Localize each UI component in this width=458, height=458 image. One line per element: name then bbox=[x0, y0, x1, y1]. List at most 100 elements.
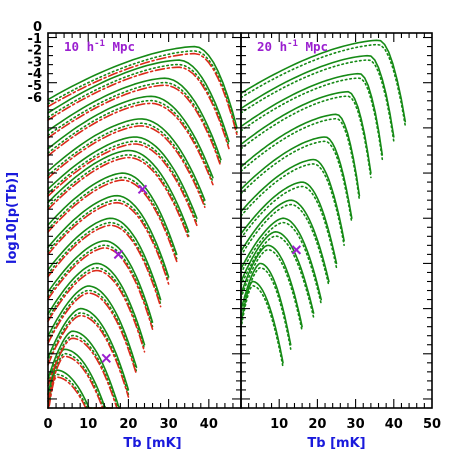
series-line bbox=[47, 143, 198, 227]
data-marker bbox=[291, 245, 302, 255]
y-tick-label: -3 bbox=[28, 55, 42, 70]
series-line bbox=[47, 45, 238, 129]
series-line bbox=[47, 244, 154, 328]
series-line bbox=[240, 54, 395, 138]
series-line bbox=[47, 156, 190, 240]
series-line bbox=[240, 95, 372, 179]
x-axis-title-right: Tb [mK] bbox=[307, 436, 365, 451]
series-line bbox=[47, 102, 214, 186]
curves-left bbox=[47, 45, 238, 409]
series-line bbox=[240, 77, 384, 161]
y-tick-label: 0 bbox=[33, 20, 42, 35]
series-line bbox=[47, 262, 146, 346]
series-line bbox=[47, 66, 230, 150]
series-line bbox=[47, 99, 214, 183]
series-line bbox=[47, 149, 190, 233]
y-axis-title: log10[p(Tb)] bbox=[5, 172, 20, 264]
data-marker bbox=[113, 249, 124, 260]
series-line bbox=[47, 118, 206, 201]
series-line bbox=[47, 125, 206, 208]
series-line bbox=[240, 163, 345, 246]
y-tick-label: -2 bbox=[28, 44, 42, 59]
series-line bbox=[240, 43, 407, 127]
panel-right: 20 h-1 Mpc 10 20 30 40 50 Tb [mK] bbox=[240, 32, 441, 451]
series-line bbox=[47, 154, 190, 237]
series-line bbox=[240, 248, 303, 332]
series-line bbox=[240, 39, 407, 123]
series-line bbox=[240, 284, 284, 369]
series-line bbox=[47, 63, 230, 147]
series-line bbox=[240, 185, 338, 269]
y-tick-labels: 0-1-2-3-4-5-6 bbox=[28, 20, 42, 106]
x-tick-label: 30 bbox=[160, 417, 178, 432]
x-tick-label: 50 bbox=[423, 417, 441, 432]
x-tick-label: 10 bbox=[79, 417, 97, 432]
series-line bbox=[240, 117, 361, 201]
series-line bbox=[47, 140, 198, 224]
series-line bbox=[47, 352, 114, 409]
series-line bbox=[47, 59, 230, 143]
series-line bbox=[47, 172, 178, 256]
y-tick-label: -1 bbox=[28, 32, 42, 47]
series-line bbox=[47, 52, 238, 136]
panel-label-right: 20 h-1 Mpc bbox=[257, 39, 328, 54]
series-line bbox=[240, 235, 315, 319]
x-tick-labels-right: 10 20 30 40 50 bbox=[270, 417, 441, 432]
x-axis-title-left: Tb [mK] bbox=[123, 436, 181, 451]
y-tick-label: -6 bbox=[28, 91, 42, 106]
series-line bbox=[47, 314, 130, 398]
x-tick-label: 40 bbox=[200, 417, 218, 432]
series-line bbox=[240, 113, 361, 197]
series-line bbox=[47, 50, 238, 133]
series-line bbox=[47, 194, 170, 278]
series-line bbox=[240, 231, 315, 314]
series-line bbox=[47, 330, 122, 409]
x-tick-labels-left: 0 10 20 30 40 bbox=[43, 417, 217, 432]
frame-right bbox=[240, 32, 433, 409]
series-line bbox=[47, 312, 130, 396]
series-line bbox=[240, 140, 353, 224]
series-line bbox=[240, 72, 384, 156]
ticks-right bbox=[240, 33, 433, 409]
series-line bbox=[240, 244, 303, 328]
series-line bbox=[47, 84, 222, 168]
x-tick-label: 0 bbox=[43, 417, 52, 432]
series-line bbox=[47, 217, 162, 301]
panel-label-left: 10 h-1 Mpc bbox=[64, 39, 135, 54]
x-tick-label: 20 bbox=[119, 417, 137, 432]
series-line bbox=[240, 59, 395, 143]
x-tick-label: 20 bbox=[308, 417, 326, 432]
series-line bbox=[240, 280, 284, 364]
series-line bbox=[240, 158, 345, 242]
series-line bbox=[47, 136, 198, 219]
ticks-left bbox=[47, 33, 242, 409]
series-line bbox=[240, 136, 353, 219]
y-tick-label: -4 bbox=[28, 67, 42, 82]
series-line bbox=[240, 217, 323, 301]
series-line bbox=[47, 269, 146, 353]
x-tick-label: 40 bbox=[385, 417, 403, 432]
series-line bbox=[47, 77, 222, 161]
series-line bbox=[47, 334, 122, 409]
series-line bbox=[47, 221, 162, 305]
series-line bbox=[47, 176, 178, 260]
series-line bbox=[47, 240, 154, 324]
series-line bbox=[47, 95, 214, 179]
series-line bbox=[47, 285, 138, 369]
x-tick-label: 30 bbox=[347, 417, 365, 432]
series-line bbox=[47, 307, 130, 391]
series-line bbox=[47, 81, 222, 165]
series-line bbox=[47, 179, 178, 263]
series-line bbox=[47, 355, 114, 409]
series-line bbox=[47, 266, 146, 350]
curves-right bbox=[240, 39, 407, 369]
series-line bbox=[240, 221, 323, 305]
x-tick-label: 10 bbox=[270, 417, 288, 432]
series-line bbox=[47, 201, 170, 285]
series-line bbox=[240, 203, 330, 287]
series-line bbox=[240, 181, 338, 265]
data-marker bbox=[137, 184, 148, 195]
series-line bbox=[47, 247, 154, 331]
data-marker bbox=[101, 353, 112, 364]
